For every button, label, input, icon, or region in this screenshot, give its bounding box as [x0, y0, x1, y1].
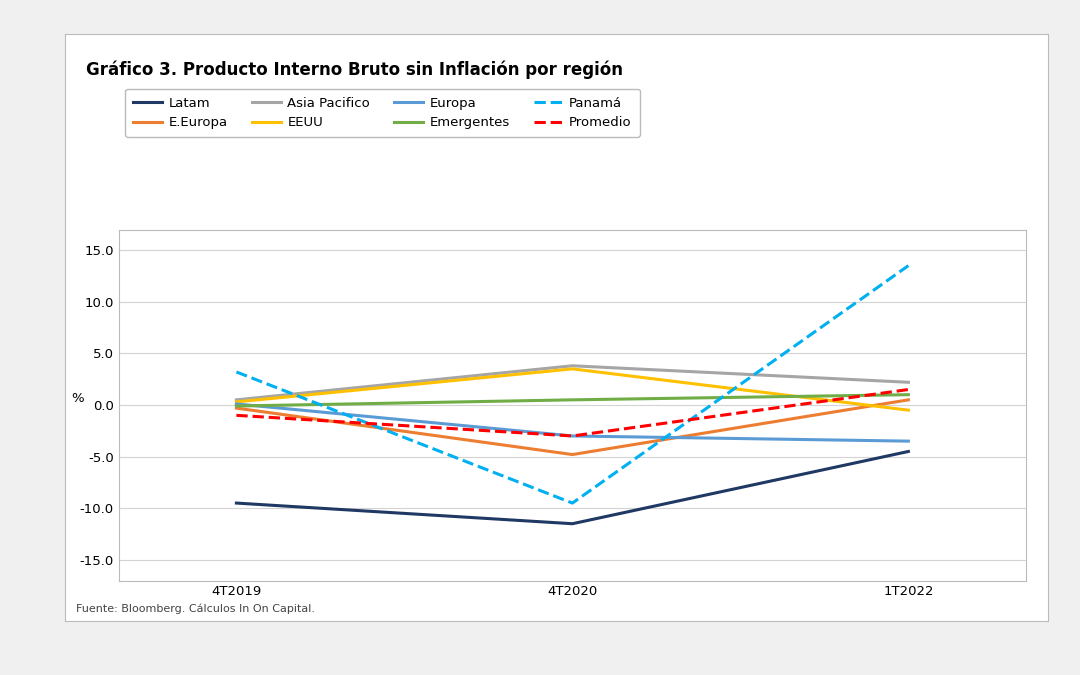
Line: Panamá: Panamá: [237, 266, 908, 503]
Latam: [230, 499, 243, 507]
Europa: [230, 400, 243, 408]
Line: E.Europa: E.Europa: [237, 400, 908, 454]
Panamá: [230, 368, 243, 376]
Asia Pacifico: [902, 378, 915, 386]
Line: Latam: Latam: [237, 452, 908, 524]
Line: EEUU: EEUU: [237, 369, 908, 410]
E.Europa: [566, 450, 579, 458]
Text: Gráfico 3. Producto Interno Bruto sin Inflación por región: Gráfico 3. Producto Interno Bruto sin In…: [86, 61, 623, 79]
Promedio: [230, 411, 243, 419]
E.Europa: [902, 396, 915, 404]
Text: Fuente: Bloomberg. Cálculos In On Capital.: Fuente: Bloomberg. Cálculos In On Capita…: [76, 603, 314, 614]
Promedio: [566, 432, 579, 440]
Asia Pacifico: [566, 362, 579, 370]
Line: Asia Pacifico: Asia Pacifico: [237, 366, 908, 400]
Line: Emergentes: Emergentes: [237, 395, 908, 406]
Panamá: [566, 499, 579, 507]
Legend: Latam, E.Europa, Asia Pacifico, EEUU, Europa, Emergentes, Panamá, Promedio: Latam, E.Europa, Asia Pacifico, EEUU, Eu…: [125, 88, 639, 137]
EEUU: [902, 406, 915, 414]
Y-axis label: %: %: [71, 392, 84, 405]
Emergentes: [902, 391, 915, 399]
Emergentes: [566, 396, 579, 404]
Latam: [566, 520, 579, 528]
Line: Promedio: Promedio: [237, 389, 908, 436]
Europa: [902, 437, 915, 446]
E.Europa: [230, 404, 243, 412]
Line: Europa: Europa: [237, 404, 908, 441]
Europa: [566, 432, 579, 440]
EEUU: [230, 398, 243, 406]
Promedio: [902, 385, 915, 394]
Panamá: [902, 262, 915, 270]
EEUU: [566, 364, 579, 373]
Asia Pacifico: [230, 396, 243, 404]
Emergentes: [230, 402, 243, 410]
Latam: [902, 448, 915, 456]
